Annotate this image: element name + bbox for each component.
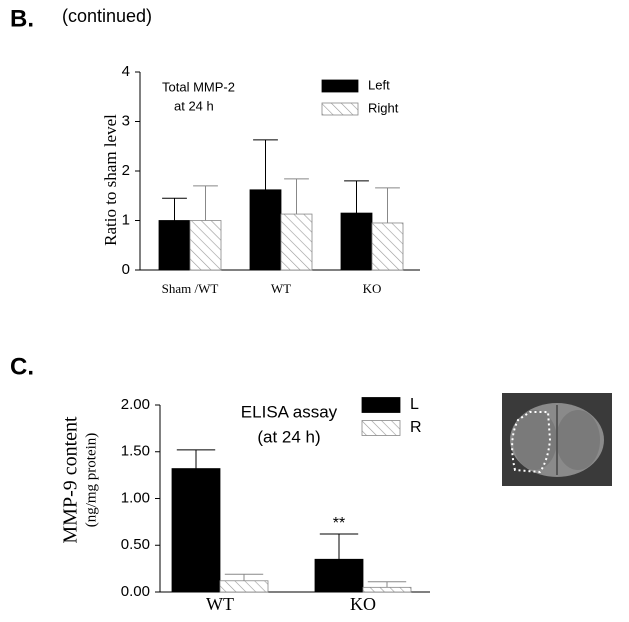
x-tick-label: KO <box>350 594 376 614</box>
bar <box>371 222 404 271</box>
y-tick-label: 1.00 <box>121 489 150 506</box>
bar <box>340 212 373 271</box>
panel-label: B. <box>10 5 34 32</box>
legend-swatch <box>321 79 359 93</box>
y-axis-label: Ratio to sham level <box>101 114 120 246</box>
y-tick-label: 0.00 <box>121 583 150 600</box>
x-tick-label: Sham /WT <box>162 281 219 296</box>
chart-title: ELISA assay <box>241 402 338 421</box>
legend-swatch <box>361 420 401 436</box>
x-tick-label: KO <box>363 281 382 296</box>
bar <box>314 558 364 593</box>
chart-title: Total MMP-2 <box>162 79 235 94</box>
bar <box>219 580 269 593</box>
y-axis-label: MMP-9 content <box>60 416 82 544</box>
y-tick-label: 4 <box>122 63 130 80</box>
bar <box>280 213 313 271</box>
legend-label: R <box>410 419 422 436</box>
y-tick-label: 3 <box>122 112 130 129</box>
panel-label: C. <box>10 353 34 380</box>
annotation: ** <box>333 515 345 532</box>
y-tick-label: 0 <box>122 261 130 278</box>
y-axis-label: (ng/mg protein) <box>83 433 99 528</box>
bar <box>362 586 412 593</box>
legend-label: Left <box>368 77 390 92</box>
legend-label: Right <box>368 100 399 115</box>
panel-note: (continued) <box>62 6 152 26</box>
chart-title: (at 24 h) <box>257 427 320 446</box>
bar <box>171 468 221 593</box>
bar <box>158 220 191 271</box>
y-tick-label: 2.00 <box>121 396 150 413</box>
brain-image <box>502 393 612 486</box>
chart: C. ELISA assay (at 24 h) MMP-9 content (ng/m… <box>10 353 430 614</box>
x-tick-label: WT <box>206 594 234 614</box>
chart: B. (continued) Total MMP-2 at 24 h Ratio to … <box>10 5 420 296</box>
y-tick-label: 1 <box>122 211 130 228</box>
legend-swatch <box>321 102 359 116</box>
legend-label: L <box>410 396 419 413</box>
legend-swatch <box>361 397 401 413</box>
bar <box>189 220 222 271</box>
y-tick-label: 2 <box>122 162 130 179</box>
chart-title: at 24 h <box>174 98 214 113</box>
y-tick-label: 1.50 <box>121 443 150 460</box>
bar <box>249 189 282 271</box>
y-tick-label: 0.50 <box>121 536 150 553</box>
x-tick-label: WT <box>271 281 291 296</box>
